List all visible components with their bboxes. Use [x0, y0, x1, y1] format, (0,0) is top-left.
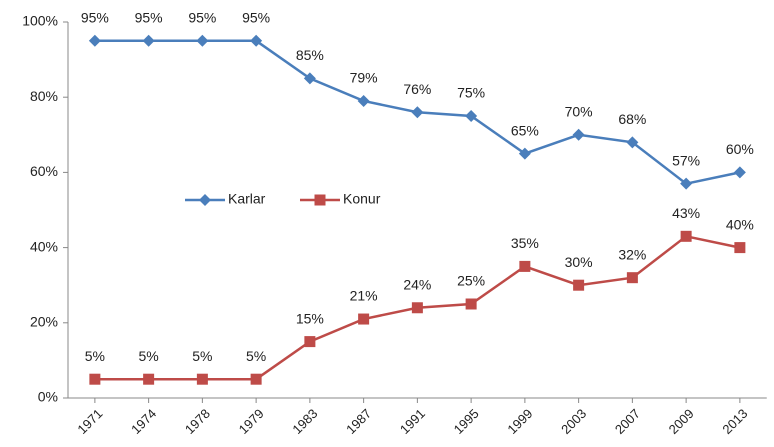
data-label: 65% [511, 122, 539, 138]
x-tick-label: 1991 [397, 406, 428, 437]
y-tick-label: 40% [30, 238, 58, 254]
data-label: 95% [135, 10, 163, 26]
data-label: 95% [81, 10, 109, 26]
data-label: 40% [726, 216, 754, 232]
data-label: 95% [242, 10, 270, 26]
data-point [734, 242, 746, 254]
x-tick-label: 1995 [451, 406, 482, 437]
data-label: 95% [188, 10, 216, 26]
data-label: 75% [457, 85, 485, 101]
data-point [196, 34, 209, 47]
data-point [196, 373, 208, 385]
legend-marker [199, 194, 211, 206]
data-label: 57% [672, 152, 700, 168]
x-tick-label: 1978 [182, 406, 213, 437]
x-tick-label: 2007 [612, 406, 643, 437]
data-label: 76% [403, 81, 431, 97]
data-label: 30% [565, 254, 593, 270]
data-label: 35% [511, 235, 539, 251]
data-point [626, 136, 639, 149]
x-tick-label: 2003 [558, 406, 589, 437]
data-label: 43% [672, 205, 700, 221]
y-tick-label: 20% [30, 314, 58, 330]
x-tick-label: 1971 [74, 406, 105, 437]
data-label: 5% [192, 348, 212, 364]
data-label: 24% [403, 276, 431, 292]
x-tick-label: 2009 [666, 406, 697, 437]
data-point [89, 373, 101, 385]
data-label: 21% [350, 288, 378, 304]
data-point [411, 106, 424, 119]
y-tick-label: 0% [38, 389, 58, 405]
data-label: 85% [296, 47, 324, 63]
data-point [733, 166, 746, 179]
legend-marker [314, 194, 326, 206]
data-label: 5% [85, 348, 105, 364]
data-point [573, 279, 585, 291]
data-point [465, 110, 478, 122]
legend-label: Konur [343, 191, 381, 207]
data-label: 32% [618, 246, 646, 262]
data-label: 60% [726, 141, 754, 157]
data-point [303, 72, 316, 85]
data-point [518, 147, 531, 160]
data-point [357, 94, 370, 107]
data-label: 70% [565, 104, 593, 120]
data-point [304, 336, 316, 348]
data-point [680, 230, 692, 242]
data-label: 5% [139, 348, 159, 364]
y-tick-label: 80% [30, 88, 58, 104]
x-tick-label: 1983 [289, 406, 320, 437]
data-point [358, 313, 370, 325]
data-point [142, 34, 155, 47]
data-label: 5% [246, 348, 266, 364]
data-point [680, 177, 693, 190]
data-point [519, 260, 531, 272]
data-point [143, 373, 155, 385]
data-label: 79% [350, 70, 378, 86]
data-point [572, 128, 585, 141]
x-tick-label: 2013 [719, 406, 750, 437]
data-point [411, 302, 423, 314]
data-point [626, 272, 638, 284]
x-tick-label: 1987 [343, 406, 374, 437]
y-tick-label: 100% [22, 13, 58, 29]
data-point [250, 34, 263, 47]
data-point [250, 373, 262, 385]
data-label: 15% [296, 310, 324, 326]
x-tick-label: 1999 [504, 406, 535, 437]
data-label: 25% [457, 273, 485, 289]
data-point [88, 34, 101, 47]
data-point [465, 298, 477, 310]
y-tick-label: 60% [30, 163, 58, 179]
x-tick-label: 1979 [236, 406, 267, 437]
legend-label: Karlar [228, 191, 266, 207]
data-label: 68% [618, 111, 646, 127]
x-tick-label: 1974 [128, 406, 159, 437]
